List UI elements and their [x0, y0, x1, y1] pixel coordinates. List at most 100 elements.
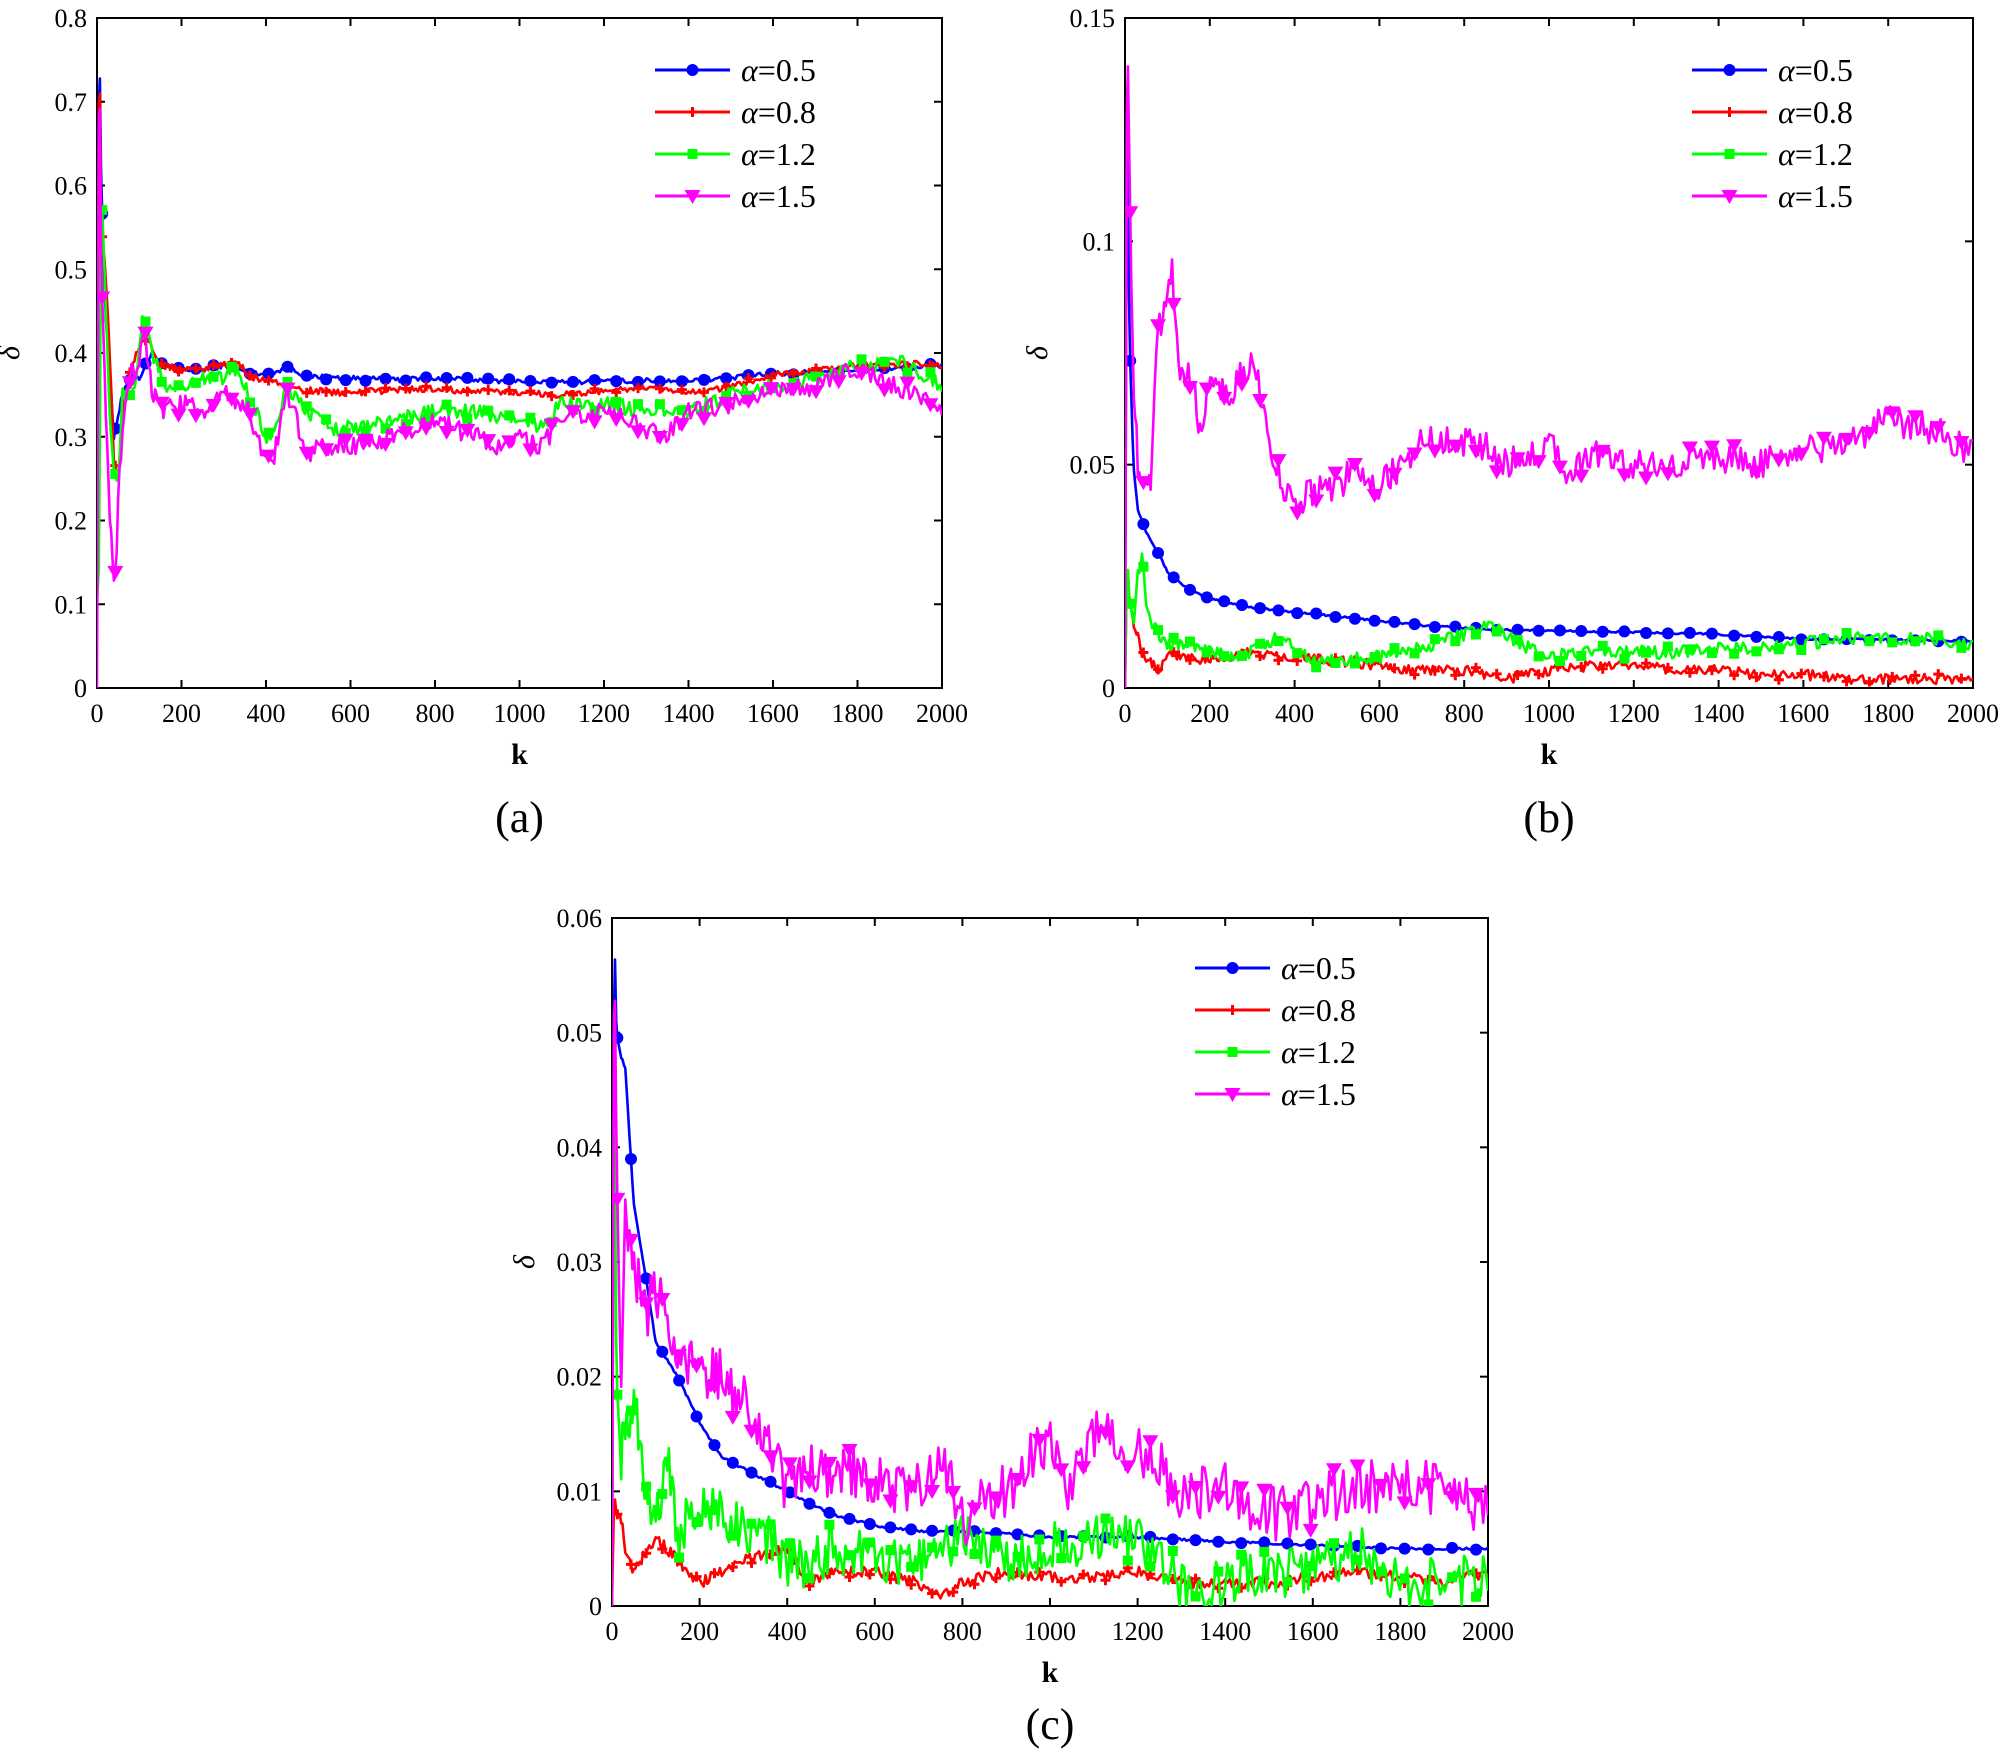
- series-marker-triangle-down: [1573, 469, 1590, 484]
- series-line-triangle-down: [1125, 65, 1973, 688]
- series-marker-star: [1684, 667, 1695, 678]
- series-marker-triangle-down: [1270, 454, 1287, 469]
- series-marker-circle: [1705, 627, 1718, 640]
- series-marker-triangle-down: [1594, 444, 1611, 459]
- legend-marker-star: [1724, 107, 1735, 117]
- series-marker-square: [906, 1561, 917, 1572]
- series-marker-triangle-down: [924, 1484, 941, 1499]
- series-marker-square: [824, 1519, 835, 1530]
- series-marker-square: [1429, 634, 1440, 645]
- series-marker-square: [1641, 647, 1652, 658]
- series-marker-circle: [1422, 1543, 1435, 1556]
- series-marker-star: [1470, 662, 1481, 673]
- series-marker-circle: [1532, 624, 1545, 637]
- series-marker-triangle-down: [565, 405, 582, 420]
- series-marker-star: [727, 1562, 738, 1573]
- series-marker-triangle-down: [298, 446, 315, 461]
- series-marker-star: [1512, 670, 1523, 681]
- x-tick-label: 400: [768, 1617, 807, 1646]
- series-marker-square: [124, 390, 135, 401]
- series-marker-square: [1450, 636, 1461, 647]
- series-marker-square: [1349, 658, 1360, 669]
- series-marker-triangle-down: [1815, 431, 1832, 446]
- series-marker-circle: [884, 1521, 897, 1534]
- series-marker-square: [1706, 648, 1717, 659]
- series-marker-square: [1796, 644, 1807, 655]
- series-marker-circle: [1212, 1535, 1225, 1548]
- series-marker-star: [589, 383, 600, 394]
- series-marker-square: [1841, 627, 1852, 638]
- series-marker-square: [811, 371, 822, 382]
- x-tick-label: 2000: [1462, 1617, 1514, 1646]
- series-marker-star: [263, 375, 274, 386]
- series-marker-square: [1423, 1599, 1434, 1606]
- series-marker-square: [1409, 648, 1420, 659]
- series-marker-circle: [1291, 607, 1304, 620]
- series-marker-triangle-down: [1638, 471, 1655, 486]
- series-marker-square: [1662, 641, 1673, 652]
- y-axis-label: δ: [1021, 345, 1054, 360]
- x-tick-label: 1200: [1608, 699, 1660, 728]
- series-marker-star: [611, 387, 622, 398]
- legend-entry: α=0.8: [741, 94, 816, 130]
- series-marker-square: [421, 414, 432, 425]
- series-marker-triangle-down: [808, 385, 825, 400]
- series-line-square: [612, 1115, 1488, 1606]
- series-marker-square: [1470, 629, 1481, 640]
- series-marker-triangle-down: [522, 443, 539, 458]
- x-tick-label: 1200: [578, 699, 630, 728]
- series-marker-circle: [440, 372, 453, 385]
- series-marker-square: [1138, 561, 1149, 572]
- series-marker-square: [360, 426, 371, 437]
- series-marker-star: [546, 391, 557, 402]
- series-marker-square: [1597, 640, 1608, 651]
- series-marker-square: [765, 1519, 776, 1530]
- series-marker-triangle-down: [1884, 406, 1901, 421]
- legend: α=0.5α=0.8α=1.2α=1.5: [1195, 950, 1356, 1112]
- panel-caption: (c): [1026, 1700, 1075, 1749]
- y-tick-label: 0: [589, 1592, 602, 1621]
- legend-alpha-symbol: α: [1778, 52, 1796, 88]
- series-marker-square: [1292, 648, 1303, 659]
- series-marker-star: [421, 381, 432, 392]
- legend-alpha-symbol: α: [1281, 1076, 1299, 1112]
- series-marker-circle: [1329, 610, 1342, 623]
- y-tick-label: 0.6: [55, 172, 88, 201]
- series-marker-square: [691, 1517, 702, 1528]
- series-marker-star: [927, 1588, 938, 1599]
- series-marker-circle: [524, 374, 537, 387]
- series-marker-triangle-down: [1216, 391, 1233, 406]
- series-marker-circle: [1304, 1538, 1317, 1551]
- series-marker-square: [1184, 636, 1195, 647]
- series-marker-square: [1554, 656, 1565, 667]
- series-marker-triangle-down: [841, 1444, 858, 1459]
- series-marker-square: [110, 468, 121, 479]
- series-marker-circle: [1661, 627, 1674, 640]
- series-marker-triangle-down: [1861, 426, 1878, 441]
- series-marker-triangle-down: [1233, 377, 1250, 392]
- series-marker-square: [925, 367, 936, 378]
- series-marker-square: [856, 354, 867, 365]
- series-marker-circle: [1408, 618, 1421, 631]
- series-marker-star: [1100, 1575, 1111, 1586]
- legend-marker-square: [687, 149, 698, 159]
- legend-alpha-symbol: α: [1778, 94, 1796, 130]
- series-marker-triangle-down: [1509, 452, 1526, 467]
- series-marker-triangle-down: [1406, 447, 1423, 462]
- x-axis-label: k: [1541, 738, 1558, 771]
- series-marker-star: [244, 370, 255, 381]
- series-marker-triangle-down: [337, 433, 354, 448]
- y-tick-label: 0.2: [55, 507, 88, 536]
- series-marker-star: [1138, 647, 1149, 658]
- legend-value: =1.5: [758, 178, 816, 214]
- series-marker-circle: [745, 1466, 758, 1479]
- series-marker-square: [625, 1405, 636, 1416]
- legend-value: =1.5: [1298, 1076, 1356, 1112]
- series-marker-triangle-down: [480, 434, 497, 449]
- series-marker-triangle-down: [1150, 319, 1167, 334]
- series-marker-square: [1328, 1538, 1339, 1549]
- y-axis-label: δ: [508, 1254, 541, 1269]
- series-marker-circle: [1511, 623, 1524, 636]
- y-tick-label: 0.02: [557, 1363, 603, 1392]
- series-marker-star: [657, 1543, 668, 1554]
